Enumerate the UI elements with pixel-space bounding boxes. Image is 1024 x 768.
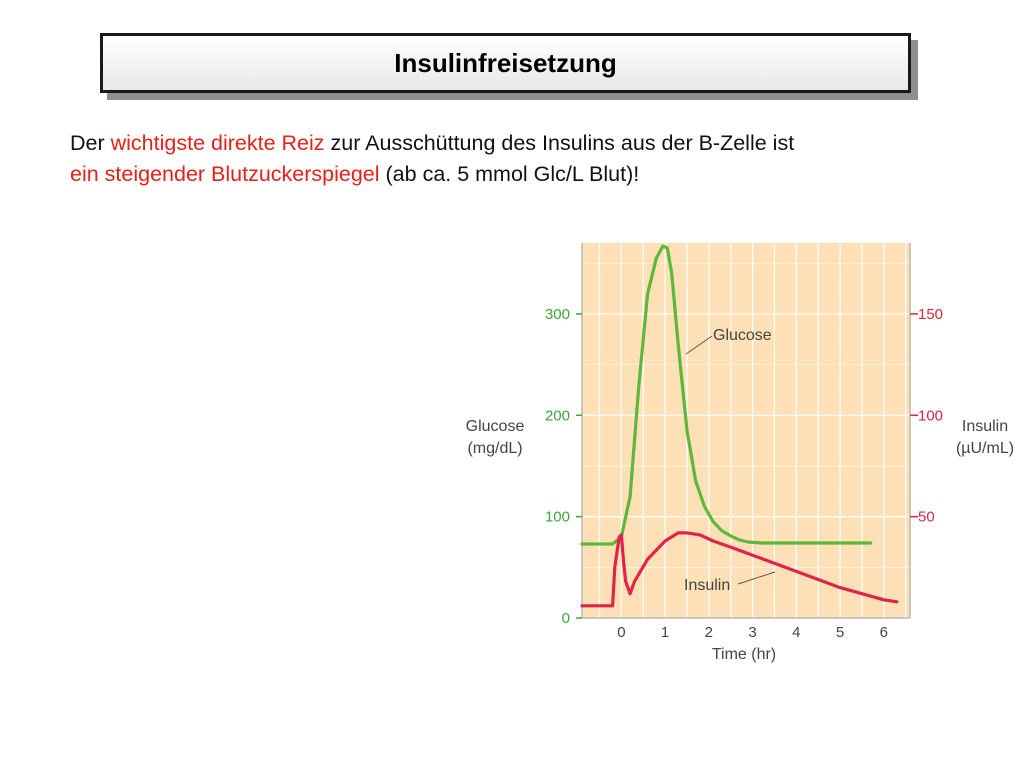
insulin-annotation-pointer	[737, 571, 776, 585]
grid	[582, 243, 910, 618]
intro-text: Der wichtigste direkte Reiz zur Ausschüt…	[70, 128, 970, 190]
left-axis-ticks: 0 100 200 300	[545, 306, 582, 627]
right-tick-label: 100	[918, 407, 943, 424]
x-tick-label: 5	[836, 624, 844, 641]
x-tick-label: 4	[792, 624, 800, 641]
plot-background	[582, 243, 910, 618]
insulin-annotation: Insulin	[684, 577, 730, 594]
x-axis-ticks: 0 1 2 3 4 5 6	[617, 624, 888, 641]
series-layer	[580, 244, 899, 608]
x-tick-label: 2	[705, 624, 713, 641]
title-box: Insulinfreisetzung	[100, 33, 911, 93]
glucose-annotation-pointer	[685, 335, 713, 355]
left-tick-label: 300	[545, 306, 570, 323]
x-tick-label: 6	[880, 624, 888, 641]
y-left-label-line-1: Glucose	[466, 418, 525, 435]
left-tick-label: 100	[545, 509, 570, 526]
x-tick-label: 1	[661, 624, 669, 641]
x-tick-label: 0	[617, 624, 625, 641]
x-axis-label: Time (hr)	[712, 646, 776, 663]
y-right-label-line-2: (µU/mL)	[956, 440, 1014, 457]
slide-title: Insulinfreisetzung	[394, 47, 617, 78]
x-tick-label: 3	[748, 624, 756, 641]
left-tick-label: 200	[545, 407, 570, 424]
right-tick-label: 50	[918, 509, 935, 526]
intro-highlight-1: wichtigste direkte Reiz	[110, 131, 325, 155]
glucose-series-line	[580, 244, 873, 546]
intro-part-1: Der	[70, 131, 111, 155]
right-tick-label: 150	[918, 306, 943, 323]
insulin-series-line	[580, 531, 899, 608]
y-right-label-line-1: Insulin	[962, 418, 1008, 435]
y-left-label-line-2: (mg/dL)	[467, 440, 522, 457]
right-axis-ticks: 50 100 150	[910, 306, 943, 526]
intro-part-3: zur Ausschüttung des Insulins aus der B-…	[324, 131, 795, 155]
glucose-annotation: Glucose	[713, 327, 772, 344]
intro-part-5: (ab ca. 5 mmol Glc/L Blut)!	[379, 162, 640, 186]
intro-highlight-2: ein steigender Blutzuckerspiegel	[70, 162, 380, 186]
left-tick-label: 0	[562, 610, 570, 627]
